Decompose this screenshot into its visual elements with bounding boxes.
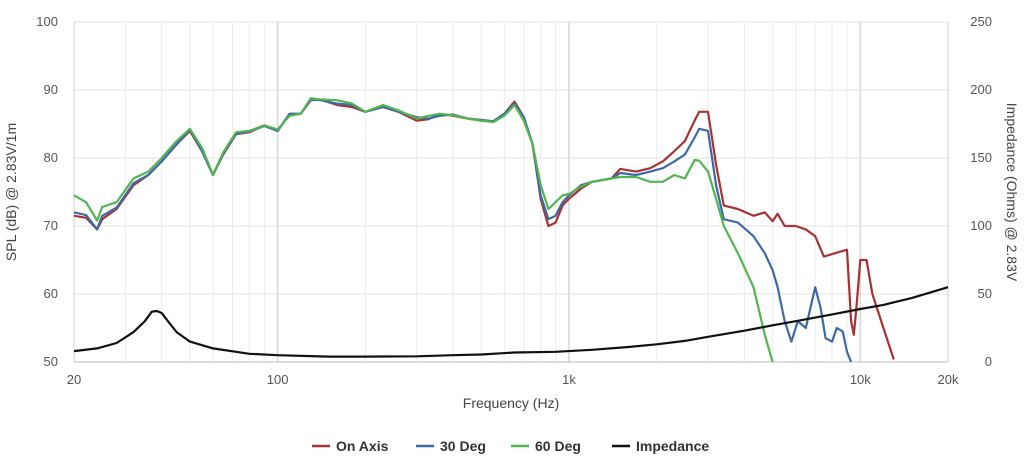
legend-item-impedance[interactable]: Impedance: [612, 438, 709, 454]
y2-tick-label: 100: [970, 218, 992, 233]
x-tick-label: 1k: [562, 372, 576, 387]
legend-label: 30 Deg: [440, 438, 486, 454]
x-tick-label: 20: [67, 372, 81, 387]
y-tick-label: 60: [44, 286, 58, 301]
x-axis-title: Frequency (Hz): [463, 395, 559, 411]
y-tick-label: 50: [44, 354, 58, 369]
x-tick-label: 10k: [850, 372, 871, 387]
y2-tick-label: 0: [985, 354, 992, 369]
series-lines: [74, 97, 948, 362]
series-line-impedance: [74, 286, 948, 358]
legend-label: On Axis: [336, 438, 389, 454]
axes: 50 60 70 80 90 100 0 50 100 150 200 250 20 100 1k 10k 20…: [3, 14, 1020, 411]
y-tick-label: 70: [44, 218, 58, 233]
y2-tick-label: 150: [970, 150, 992, 165]
y2-tick-label: 200: [970, 82, 992, 97]
legend-item-30-deg[interactable]: 30 Deg: [416, 438, 486, 454]
series-line-60-deg: [74, 97, 774, 362]
grid: [73, 21, 949, 363]
legend-label: 60 Deg: [535, 438, 581, 454]
legend-item-on-axis[interactable]: On Axis: [312, 438, 389, 454]
x-tick-label: 100: [267, 372, 289, 387]
legend-label: Impedance: [636, 438, 709, 454]
y-tick-label: 90: [44, 82, 58, 97]
x-tick-label: 20k: [938, 372, 959, 387]
y2-tick-label: 50: [978, 286, 992, 301]
y-tick-label: 80: [44, 150, 58, 165]
series-line-30-deg: [74, 98, 853, 362]
y2-axis-title: Impedance (Ohms) @ 2.83V: [1004, 103, 1020, 282]
y2-tick-label: 250: [970, 14, 992, 29]
y-axis-title: SPL (dB) @ 2.83V/1m: [3, 123, 19, 261]
legend-item-60-deg[interactable]: 60 Deg: [511, 438, 581, 454]
y-tick-label: 100: [36, 14, 58, 29]
legend[interactable]: On Axis 30 Deg 60 Deg Impedance: [312, 438, 709, 454]
